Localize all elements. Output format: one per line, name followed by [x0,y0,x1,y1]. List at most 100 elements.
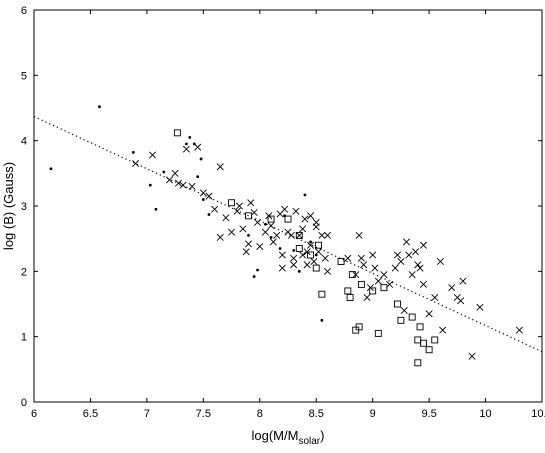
point-dot [252,275,256,278]
point-square [414,359,422,367]
point-cross [323,267,332,275]
point-cross [273,231,281,239]
point-cross [278,264,286,272]
point-cross [360,261,368,269]
point-cross [448,284,456,292]
point-square [295,231,303,239]
point-cross [205,192,213,200]
point-cross [412,248,420,256]
y-tick-labels: 0 1 2 3 4 5 6 [21,5,27,409]
point-dot [297,269,301,273]
point-square [318,290,326,298]
point-cross [323,231,332,239]
point-dot [320,318,324,322]
y-tick-label: 2 [21,266,27,278]
point-cross [132,160,140,168]
x-tick-label: 6.5 [83,408,98,420]
point-cross [403,238,411,246]
point-cross [244,240,253,248]
point-dot [98,105,101,109]
point-dot [292,249,296,252]
point-cross [439,326,447,334]
point-cross [261,228,269,236]
point-square [394,300,401,308]
point-dot [303,193,307,197]
point-cross [303,261,311,269]
point-dot [199,157,203,161]
point-cross [292,207,300,215]
point-square [420,339,427,347]
point-square [295,245,303,252]
point-cross [468,352,476,360]
axis-ticks [33,9,543,403]
point-cross [414,261,422,269]
point-cross [235,202,243,210]
point-square [346,294,354,301]
point-square [337,258,345,265]
point-cross [267,222,275,230]
point-cross [515,326,523,334]
point-dot [185,142,188,146]
point-dot [154,207,158,211]
x-tick-label: 6 [31,408,37,420]
y-tick-label: 3 [21,201,27,213]
point-cross [416,264,424,272]
point-cross [179,181,187,189]
data-marks [49,105,523,367]
point-cross [405,251,413,259]
point-cross [459,277,467,285]
x-tick-labels: 6 6.5 7 7.5 8 8.5 9 9.5 10 10.5 [31,408,545,420]
point-cross [188,182,196,190]
point-cross [400,307,408,315]
point-cross [344,254,352,262]
point-cross [269,238,277,246]
point-cross [419,241,427,249]
point-square [374,329,382,337]
point-cross [165,176,173,184]
x-tick-label: 9.5 [421,408,436,420]
point-cross [357,254,365,262]
point-cross [457,297,465,305]
point-cross [254,218,262,226]
point-cross [310,258,318,266]
point-dot [196,175,200,179]
y-tick-label: 5 [21,70,27,82]
point-cross [199,189,207,197]
x-tick-label: 7.5 [196,408,211,420]
point-cross [314,248,322,256]
point-cross [419,280,427,288]
point-cross [216,163,224,171]
point-cross [371,264,379,272]
point-cross [256,242,264,251]
x-axis-title: log(M/Msolar) [252,428,325,447]
x-tick-label: 10.5 [531,408,545,420]
point-dot [131,151,135,154]
point-cross [228,228,236,236]
point-cross [239,225,247,233]
point-cross [281,205,289,213]
point-cross [299,225,307,233]
point-cross [216,233,224,241]
y-tick-label: 4 [21,136,27,148]
point-cross [374,277,382,285]
point-dot [264,222,267,226]
point-cross [321,254,329,262]
point-square [397,316,405,324]
x-tick-label: 8.5 [309,408,324,420]
point-square [425,346,433,354]
point-cross [397,258,405,266]
fit-line [33,115,543,353]
x-axis-title-close: ) [320,428,324,443]
y-tick-label: 0 [21,397,27,409]
point-cross [290,254,298,262]
plot-frame [33,9,543,403]
point-cross [299,251,307,259]
point-dot [269,235,273,239]
x-axis-title-sub: solar [298,436,320,447]
point-cross [278,251,286,259]
point-cross [211,205,219,213]
point-cross [182,145,190,153]
point-dot [188,136,192,139]
point-square [284,215,292,223]
y-tick-label: 6 [21,5,27,17]
